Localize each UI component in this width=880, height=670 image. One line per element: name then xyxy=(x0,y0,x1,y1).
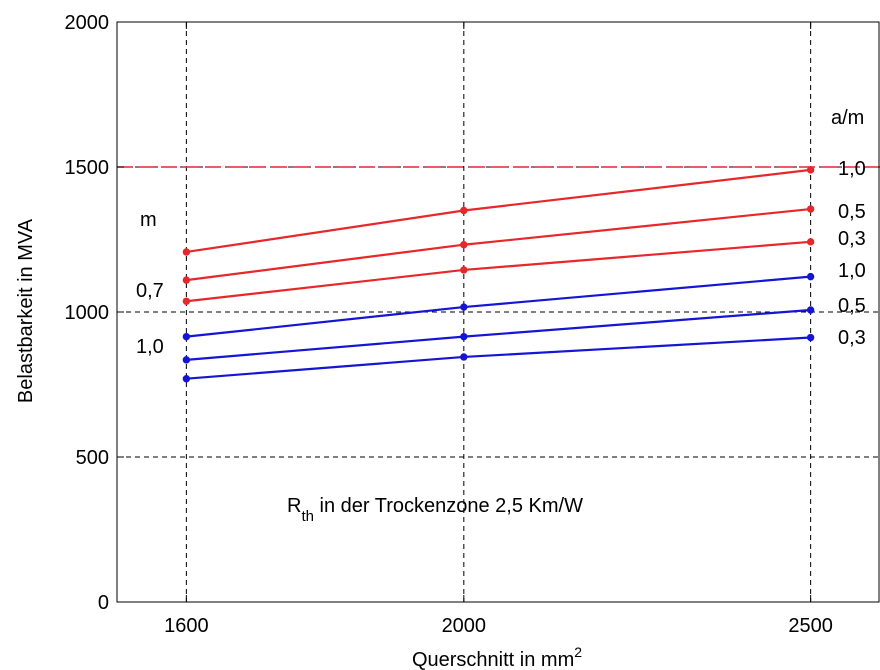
x-axis-label-sup: 2 xyxy=(574,644,582,660)
series-point-3 xyxy=(460,266,468,274)
series-point-5 xyxy=(460,332,468,341)
y-tick-label: 2000 xyxy=(65,12,110,34)
right-label: 0,5 xyxy=(838,295,866,317)
series-point-4 xyxy=(182,332,191,341)
y-tick-label: 0 xyxy=(98,592,109,614)
series-point-6 xyxy=(460,353,468,361)
right-label: 0,5 xyxy=(838,201,866,223)
x-tick-label: 1600 xyxy=(164,615,209,637)
series-line-1 xyxy=(186,168,811,254)
rth-note-main: R xyxy=(287,495,301,517)
x-tick-label: 2000 xyxy=(442,615,487,637)
right-label: 1,0 xyxy=(838,158,866,180)
right-label: 1,0 xyxy=(838,260,866,282)
series-line-6 xyxy=(186,336,811,380)
series-point-2 xyxy=(460,241,468,249)
annotation-a-m: a/m xyxy=(831,107,864,129)
series-point-1 xyxy=(182,248,191,256)
series-line-5 xyxy=(186,308,811,361)
series-point-1 xyxy=(806,166,815,174)
series-point-5 xyxy=(182,356,191,364)
y-tick-label: 1000 xyxy=(65,302,110,324)
y-tick-label: 500 xyxy=(76,447,109,469)
series-point-6 xyxy=(806,333,815,342)
series-point-4 xyxy=(806,272,815,281)
series-group xyxy=(182,166,815,383)
rth-note-rest: in der Trockenzone 2,5 Km/W xyxy=(314,495,583,517)
series-point-4 xyxy=(460,303,468,311)
series-point-1 xyxy=(460,206,468,215)
x-axis-label: Querschnitt in mm2 xyxy=(412,644,582,670)
axis-ticks: 1600 2000 2500 0 500 1000 1500 2000 xyxy=(65,12,833,637)
rth-note: Rth in der Trockenzone 2,5 Km/W xyxy=(287,495,583,525)
right-labels: 1,0 0,5 0,3 1,0 0,5 0,3 xyxy=(838,158,866,349)
series-point-3 xyxy=(182,297,191,305)
y-axis-label: Belastbarkeit in MVA xyxy=(15,218,37,403)
series-point-2 xyxy=(182,276,191,284)
right-label: 0,3 xyxy=(838,228,866,250)
x-axis-label-text: Querschnitt in mm xyxy=(412,649,574,670)
right-label: 0,3 xyxy=(838,327,866,349)
rth-note-sub: th xyxy=(301,508,314,525)
x-tick-label: 2500 xyxy=(788,615,833,637)
series-line-4 xyxy=(186,275,811,338)
series-point-6 xyxy=(182,375,191,383)
series-point-5 xyxy=(806,306,815,314)
series-line-2 xyxy=(186,207,811,282)
series-point-3 xyxy=(806,238,815,246)
annotation-m: m xyxy=(140,209,157,231)
y-tick-label: 1500 xyxy=(65,157,110,179)
series-line-3 xyxy=(186,240,811,303)
annotation-left-red: 0,7 xyxy=(136,280,164,302)
annotation-left-blue: 1,0 xyxy=(136,336,164,358)
series-point-2 xyxy=(806,205,815,213)
